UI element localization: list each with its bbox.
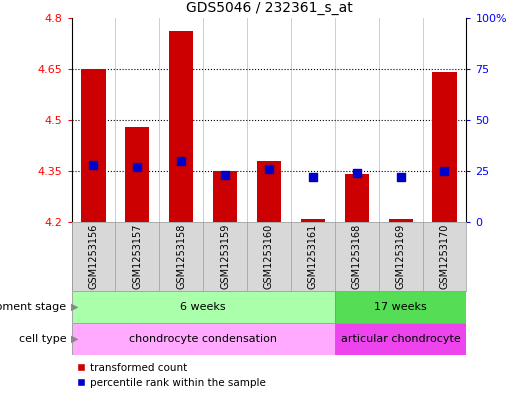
Point bbox=[352, 170, 361, 176]
Text: ▶: ▶ bbox=[70, 334, 78, 344]
Bar bbox=[125, 127, 149, 222]
Text: GSM1253159: GSM1253159 bbox=[220, 224, 230, 289]
Text: ▶: ▶ bbox=[70, 302, 78, 312]
Bar bbox=[213, 171, 237, 222]
Title: GDS5046 / 232361_s_at: GDS5046 / 232361_s_at bbox=[186, 1, 352, 15]
Point bbox=[89, 162, 98, 168]
Point bbox=[177, 158, 186, 164]
Bar bbox=[301, 219, 325, 222]
Text: cell type: cell type bbox=[19, 334, 66, 344]
Point bbox=[264, 166, 273, 172]
Point bbox=[308, 174, 317, 180]
Text: 17 weeks: 17 weeks bbox=[374, 302, 427, 312]
Text: 6 weeks: 6 weeks bbox=[180, 302, 226, 312]
Text: GSM1253170: GSM1253170 bbox=[439, 224, 449, 289]
Text: GSM1253156: GSM1253156 bbox=[89, 224, 99, 289]
Bar bbox=[169, 31, 193, 222]
Bar bbox=[257, 161, 281, 222]
Bar bbox=[82, 69, 105, 222]
Bar bbox=[72, 291, 335, 323]
Bar bbox=[72, 323, 335, 355]
Bar bbox=[432, 72, 456, 222]
Text: GSM1253169: GSM1253169 bbox=[395, 224, 405, 289]
Legend: transformed count, percentile rank within the sample: transformed count, percentile rank withi… bbox=[77, 363, 266, 388]
Text: articular chondrocyte: articular chondrocyte bbox=[341, 334, 461, 344]
Text: GSM1253158: GSM1253158 bbox=[176, 224, 186, 289]
Point bbox=[396, 174, 405, 180]
Bar bbox=[335, 291, 466, 323]
Text: development stage: development stage bbox=[0, 302, 66, 312]
Bar bbox=[344, 174, 369, 222]
Point bbox=[133, 164, 142, 170]
Bar bbox=[388, 219, 413, 222]
Bar bbox=[335, 323, 466, 355]
Text: GSM1253168: GSM1253168 bbox=[352, 224, 361, 289]
Text: GSM1253161: GSM1253161 bbox=[308, 224, 318, 289]
Text: chondrocyte condensation: chondrocyte condensation bbox=[129, 334, 277, 344]
Point bbox=[440, 168, 449, 174]
Text: GSM1253157: GSM1253157 bbox=[132, 224, 143, 289]
Text: GSM1253160: GSM1253160 bbox=[264, 224, 274, 289]
Point bbox=[221, 172, 229, 178]
